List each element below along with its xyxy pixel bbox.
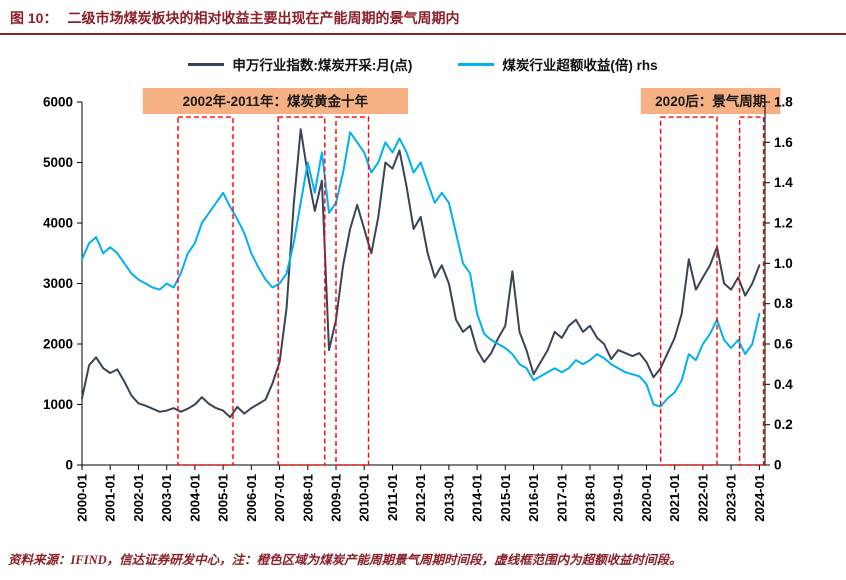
legend-swatch-cyan-line [458,62,495,66]
svg-text:2011-01: 2011-01 [385,474,400,521]
annotation-band: 2002年-2011年：煤炭黄金十年 [142,88,408,114]
legend-swatch-navy-line [188,62,225,66]
x-axis-labels: 2000-01 2001-01 2002-01 2003-01 2004-01 2005-… [75,465,767,522]
svg-text:2000-01: 2000-01 [75,474,90,522]
coal-sector-line-chart: 2002年-2011年：煤炭黄金十年 2020后：景气周期 0 1000 2000 300… [43,88,793,522]
legend-item-excess-return: 煤炭行业超额收益(倍) rhs [458,54,658,74]
chart-legend: 申万行业指数:煤炭开采:月(点) 煤炭行业超额收益(倍) rhs [0,54,846,74]
svg-text:0.2: 0.2 [774,417,793,432]
svg-text:2019-01: 2019-01 [611,474,626,522]
svg-text:2008-01: 2008-01 [300,474,315,522]
figure-title: 二级市场煤炭板块的相对收益主要出现在产能周期的景气周期内 [67,10,460,26]
svg-text:2023-01: 2023-01 [724,474,739,522]
figure-number: 图 10： [10,10,58,26]
legend-label-excess-return: 煤炭行业超额收益(倍) rhs [502,58,658,73]
svg-text:4000: 4000 [43,216,73,231]
dashed-period-box [738,116,765,466]
svg-text:2010-01: 2010-01 [357,474,372,522]
svg-text:2015-01: 2015-01 [498,474,513,522]
series-line-excess-return [81,131,761,408]
svg-text:2009-01: 2009-01 [329,474,344,522]
svg-text:3000: 3000 [43,276,73,291]
svg-text:2018-01: 2018-01 [583,474,598,522]
svg-text:2020后：景气周期: 2020后：景气周期 [655,93,766,109]
svg-text:2020-01: 2020-01 [639,474,654,522]
figure-header: 图 10： 二级市场煤炭板块的相对收益主要出现在产能周期的景气周期内 [10,8,836,28]
header-rule [0,33,846,35]
svg-text:1000: 1000 [43,397,73,412]
svg-text:6000: 6000 [43,95,73,110]
dashed-period-box [177,116,234,466]
svg-text:2007-01: 2007-01 [272,474,287,522]
svg-text:2004-01: 2004-01 [187,474,202,522]
svg-text:2000: 2000 [43,337,73,352]
svg-text:2003-01: 2003-01 [159,474,174,522]
dashed-period-box [335,116,370,466]
svg-text:2002年-2011年：煤炭黄金十年: 2002年-2011年：煤炭黄金十年 [183,93,369,109]
svg-text:1.6: 1.6 [774,135,793,150]
svg-text:2021-01: 2021-01 [667,474,682,522]
legend-item-coal-index: 申万行业指数:煤炭开采:月(点) [188,54,412,74]
right-axis-labels: 0 0.2 0.4 0.6 0.8 1.0 1.2 1.4 1.6 1.8 [765,95,793,473]
svg-text:2002-01: 2002-01 [131,474,146,522]
svg-text:2001-01: 2001-01 [103,474,118,522]
svg-text:2013-01: 2013-01 [441,474,456,522]
svg-text:5000: 5000 [43,155,73,170]
series-line-coal-index [81,128,761,419]
legend-label-coal-index: 申万行业指数:煤炭开采:月(点) [232,58,413,73]
left-axis-labels: 0 1000 2000 3000 4000 5000 6000 [43,95,82,473]
svg-text:0.8: 0.8 [774,296,793,311]
svg-text:2014-01: 2014-01 [470,474,485,522]
dashed-period-box [659,116,718,466]
svg-text:1.0: 1.0 [774,256,793,271]
svg-text:2005-01: 2005-01 [216,474,231,522]
svg-text:2024-01: 2024-01 [752,474,767,522]
annotation-band: 2020后：景气周期 [640,88,781,114]
svg-text:0.6: 0.6 [774,337,793,352]
svg-text:1.8: 1.8 [774,95,793,110]
svg-text:2022-01: 2022-01 [695,474,710,522]
svg-text:2016-01: 2016-01 [526,474,541,522]
chart-area: 2002年-2011年：煤炭黄金十年 2020后：景气周期 0 1000 2000 300… [0,78,846,549]
svg-text:2017-01: 2017-01 [554,474,569,522]
svg-text:0: 0 [774,458,782,473]
svg-text:1.4: 1.4 [774,175,793,190]
svg-text:2012-01: 2012-01 [413,474,428,522]
svg-text:1.2: 1.2 [774,216,793,231]
svg-text:0: 0 [65,458,73,473]
svg-text:0.4: 0.4 [774,377,793,392]
source-note: 资料来源：IFIND，信达证券研发中心，注：橙色区域为煤炭产能周期景气周期时间段… [8,553,682,567]
svg-text:2006-01: 2006-01 [244,474,259,522]
dashed-period-box [277,116,326,466]
